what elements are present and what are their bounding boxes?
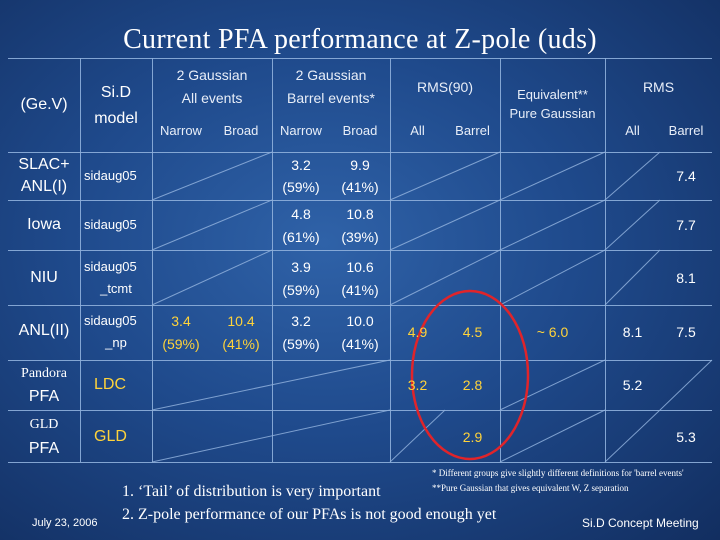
row-label-line1: NIU xyxy=(30,269,58,286)
cell-rms-barrel: 8.1 xyxy=(676,270,696,286)
cell-gauss-barrel-narrow-pct: (59%) xyxy=(282,336,320,352)
cell-gauss-barrel-narrow-pct: (59%) xyxy=(282,179,320,195)
grid-line-row5 xyxy=(8,410,712,411)
cell-equiv: ~ 6.0 xyxy=(536,324,569,340)
cell-gauss-barrel-broad: 10.6 xyxy=(346,259,374,275)
cell-gauss-barrel-broad-pct: (41%) xyxy=(341,336,379,352)
grid-col-b xyxy=(152,58,153,462)
row-model: GLD xyxy=(94,428,127,445)
cell-gauss-barrel-narrow-pct: (59%) xyxy=(282,282,320,298)
cell-rms90-all: 3.2 xyxy=(407,377,428,393)
cell-gauss-barrel-broad-pct: (39%) xyxy=(341,229,379,245)
cell-rms-all: 5.2 xyxy=(622,377,643,393)
cell-gauss-barrel-narrow: 3.2 xyxy=(291,157,311,173)
footnote-pure-gaussian: **Pure Gaussian that gives equivalent W,… xyxy=(432,483,629,493)
row-model: sidaug05 xyxy=(84,168,137,183)
highlight-ellipse xyxy=(410,289,530,461)
header-rms90-all: All xyxy=(410,123,425,138)
cell-gauss-all-broad: 10.4 xyxy=(227,313,255,329)
row-label-line2: ANL(I) xyxy=(20,178,68,195)
grid-line-row2 xyxy=(8,250,712,251)
row-label-line1: Iowa xyxy=(27,216,61,233)
cell-gauss-all-narrow: 3.4 xyxy=(171,313,191,329)
cell-rms90-barrel: 2.8 xyxy=(462,377,483,393)
row-label-line2: PFA xyxy=(28,440,60,457)
header-broad-barrel: Broad xyxy=(342,123,378,138)
row-label-line1: GLD xyxy=(29,417,59,432)
cell-rms-barrel: 7.4 xyxy=(676,168,696,184)
header-unit: (Ge.V) xyxy=(20,96,68,113)
grid-col-f xyxy=(605,58,606,462)
cell-gauss-all-broad-pct: (41%) xyxy=(222,336,260,352)
header-gauss-all-line2: All events xyxy=(181,90,243,106)
header-rms90: RMS(90) xyxy=(416,79,473,95)
row-model: LDC xyxy=(94,376,127,393)
grid-col-d xyxy=(390,58,391,462)
footnote-barrel-definition: * Different groups give slightly differe… xyxy=(432,468,684,478)
row-model-suffix: _np xyxy=(105,335,127,350)
grid-line-row3 xyxy=(8,305,712,306)
header-gauss-all-line1: 2 Gaussian xyxy=(176,67,248,83)
page-title: Current PFA performance at Z-pole (uds) xyxy=(123,24,597,55)
slide-date: July 23, 2006 xyxy=(32,517,98,529)
row-label-line1: ANL(II) xyxy=(18,322,70,339)
grid-line-top xyxy=(8,58,712,59)
header-rms-all: All xyxy=(625,123,640,138)
header-narrow-barrel: Narrow xyxy=(280,123,322,138)
cell-rms-barrel: 5.3 xyxy=(676,429,696,445)
takeaway-point-2: 2. Z-pole performance of our PFAs is not… xyxy=(122,506,497,523)
cell-rms90-barrel: 2.9 xyxy=(462,429,483,445)
row-label-line2: PFA xyxy=(28,388,60,405)
cell-gauss-all-narrow-pct: (59%) xyxy=(162,336,200,352)
row-model: sidaug05 xyxy=(84,217,137,232)
grid-line-row1 xyxy=(8,200,712,201)
cell-gauss-barrel-broad: 10.0 xyxy=(346,313,374,329)
cell-gauss-barrel-narrow: 3.9 xyxy=(291,259,311,275)
grid-line-bottom xyxy=(8,462,712,463)
header-rms: RMS xyxy=(642,79,675,95)
header-equiv-line1: Equivalent** xyxy=(517,87,588,102)
cell-gauss-barrel-narrow: 3.2 xyxy=(291,313,311,329)
cell-gauss-barrel-broad: 10.8 xyxy=(346,206,374,222)
row-model: sidaug05 xyxy=(84,259,137,274)
header-broad-all: Broad xyxy=(223,123,259,138)
row-model: sidaug05 xyxy=(84,313,137,328)
row-label-line1: SLAC+ xyxy=(18,156,70,173)
cell-gauss-barrel-broad: 9.9 xyxy=(350,157,370,173)
header-narrow-all: Narrow xyxy=(160,123,202,138)
cell-gauss-barrel-broad-pct: (41%) xyxy=(341,282,379,298)
header-equiv-line2: Pure Gaussian xyxy=(509,106,596,121)
grid-line-header xyxy=(8,152,712,153)
grid-col-c xyxy=(272,58,273,462)
header-model-line2: model xyxy=(94,110,138,127)
cell-rms-all: 8.1 xyxy=(622,324,643,340)
row-model-suffix: _tcmt xyxy=(100,281,132,296)
header-gauss-barrel-line2: Barrel events* xyxy=(287,90,375,106)
row-label-line1: Pandora xyxy=(21,366,67,381)
cell-rms-barrel: 7.7 xyxy=(676,217,696,233)
takeaway-point-1: 1. ‘Tail’ of distribution is very import… xyxy=(122,483,381,500)
header-model-line1: Si.D xyxy=(100,84,132,101)
header-rms90-barrel: Barrel xyxy=(455,123,490,138)
cell-rms90-all: 4.9 xyxy=(407,324,428,340)
grid-col-a xyxy=(80,58,81,462)
cell-gauss-barrel-narrow: 4.8 xyxy=(291,206,311,222)
header-rms-barrel: Barrel xyxy=(668,123,704,138)
header-gauss-barrel-line1: 2 Gaussian xyxy=(295,67,367,83)
cell-gauss-barrel-broad-pct: (41%) xyxy=(341,179,379,195)
meeting-name: Si.D Concept Meeting xyxy=(582,516,699,530)
cell-rms90-barrel: 4.5 xyxy=(462,324,483,340)
grid-line-row4 xyxy=(8,360,712,361)
grid-col-e xyxy=(500,58,501,462)
cell-gauss-barrel-narrow-pct: (61%) xyxy=(282,229,320,245)
cell-rms-barrel: 7.5 xyxy=(676,324,696,340)
